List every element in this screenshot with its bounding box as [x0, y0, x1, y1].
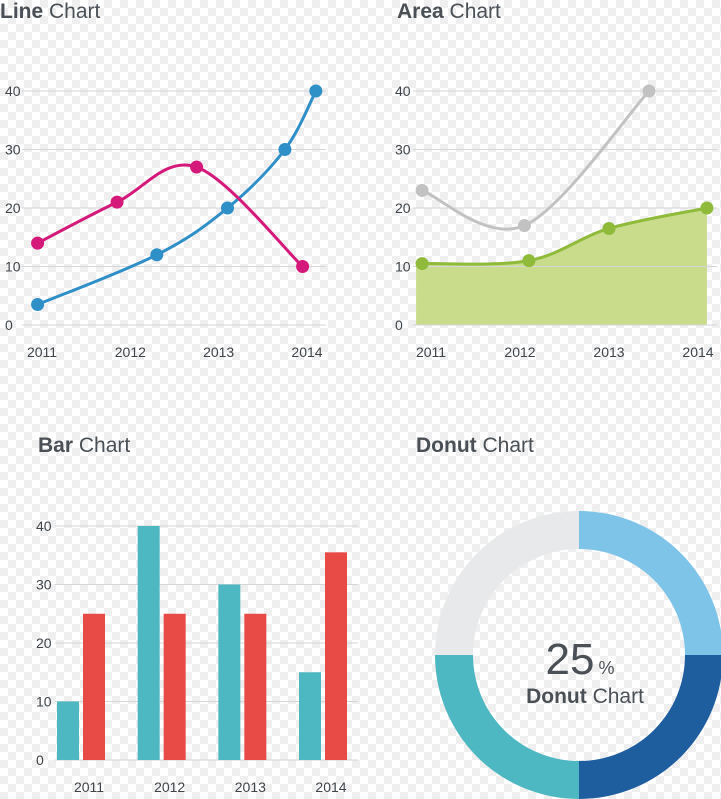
- area-point: [700, 201, 714, 215]
- line-point: [110, 195, 124, 209]
- area-point: [517, 219, 531, 233]
- area-point: [602, 221, 616, 235]
- bar-chart: Bar Chart 0 10 20 30 40 2011 2012 2013 2014: [36, 434, 358, 795]
- bar-2012-s1: [163, 613, 186, 760]
- line-point: [221, 201, 234, 215]
- y-tick-label: 20: [395, 200, 411, 216]
- x-tick-label: 2012: [115, 344, 146, 360]
- x-tick-label: 2013: [593, 344, 624, 360]
- line-series-0: [36, 89, 318, 307]
- area-chart: Area Chart 0 10 20 30 40 2011 2012 2013 2014: [395, 0, 717, 360]
- x-tick-label: 2011: [74, 779, 104, 795]
- donut-slice-3: [435, 511, 579, 655]
- donut-slice-1: [579, 655, 721, 799]
- donut-center-label: Donut Chart: [526, 685, 644, 708]
- line-point: [31, 236, 45, 250]
- line-point: [31, 298, 45, 312]
- donut-chart-title: Donut Chart: [416, 434, 534, 457]
- x-tick-label: 2012: [504, 344, 535, 360]
- bar-2012-s0: [137, 526, 160, 760]
- y-tick-label: 20: [5, 200, 21, 216]
- x-tick-label: 2011: [27, 344, 57, 360]
- y-tick-label: 10: [395, 259, 411, 275]
- x-tick-label: 2013: [203, 344, 234, 360]
- y-tick-label: 0: [5, 317, 13, 333]
- bar-2011-s0: [57, 701, 79, 760]
- x-tick-label: 2014: [291, 344, 322, 360]
- area-chart-title: Area Chart: [397, 0, 501, 23]
- x-tick-label: 2011: [416, 344, 446, 360]
- donut-chart: Donut Chart 25% Donut Chart: [416, 434, 721, 799]
- bar-2014-s1: [325, 552, 347, 760]
- y-tick-label: 0: [36, 752, 44, 768]
- line-point: [296, 260, 310, 273]
- y-tick-label: 40: [5, 83, 21, 99]
- line-point: [309, 84, 323, 98]
- bar-chart-title: Bar Chart: [38, 434, 130, 457]
- y-tick-label: 30: [5, 142, 21, 158]
- bar-2013-s0: [218, 584, 241, 760]
- line-chart-title: Line Chart: [0, 0, 101, 23]
- y-tick-label: 30: [36, 577, 52, 593]
- area-series-line-1: [420, 206, 709, 266]
- x-tick-label: 2014: [682, 344, 713, 360]
- line-point: [278, 143, 292, 156]
- y-tick-label: 40: [36, 518, 52, 534]
- area-point: [522, 254, 536, 268]
- y-tick-label: 0: [395, 317, 403, 333]
- line-series-1: [36, 163, 305, 268]
- y-tick-label: 10: [5, 259, 21, 275]
- line-point: [150, 248, 164, 262]
- x-tick-label: 2013: [235, 779, 266, 795]
- area-point: [415, 183, 429, 197]
- line-chart: Line Chart 0 10 20 30 40 2011 2012 2013 2014: [0, 0, 326, 360]
- donut-center-value: 25%: [546, 635, 615, 684]
- y-tick-label: 30: [395, 142, 411, 158]
- x-tick-label: 2012: [154, 779, 185, 795]
- y-tick-label: 40: [395, 83, 411, 99]
- y-tick-label: 10: [36, 694, 52, 710]
- line-point: [190, 160, 204, 174]
- bar-2011-s1: [83, 613, 105, 760]
- area-point: [642, 84, 656, 98]
- donut-slice-0: [579, 511, 721, 655]
- donut-slice-2: [435, 655, 579, 799]
- x-tick-label: 2014: [315, 779, 346, 795]
- y-tick-label: 20: [36, 635, 52, 651]
- bar-2013-s1: [244, 613, 267, 760]
- area-point: [415, 257, 429, 271]
- bar-2014-s0: [299, 672, 321, 760]
